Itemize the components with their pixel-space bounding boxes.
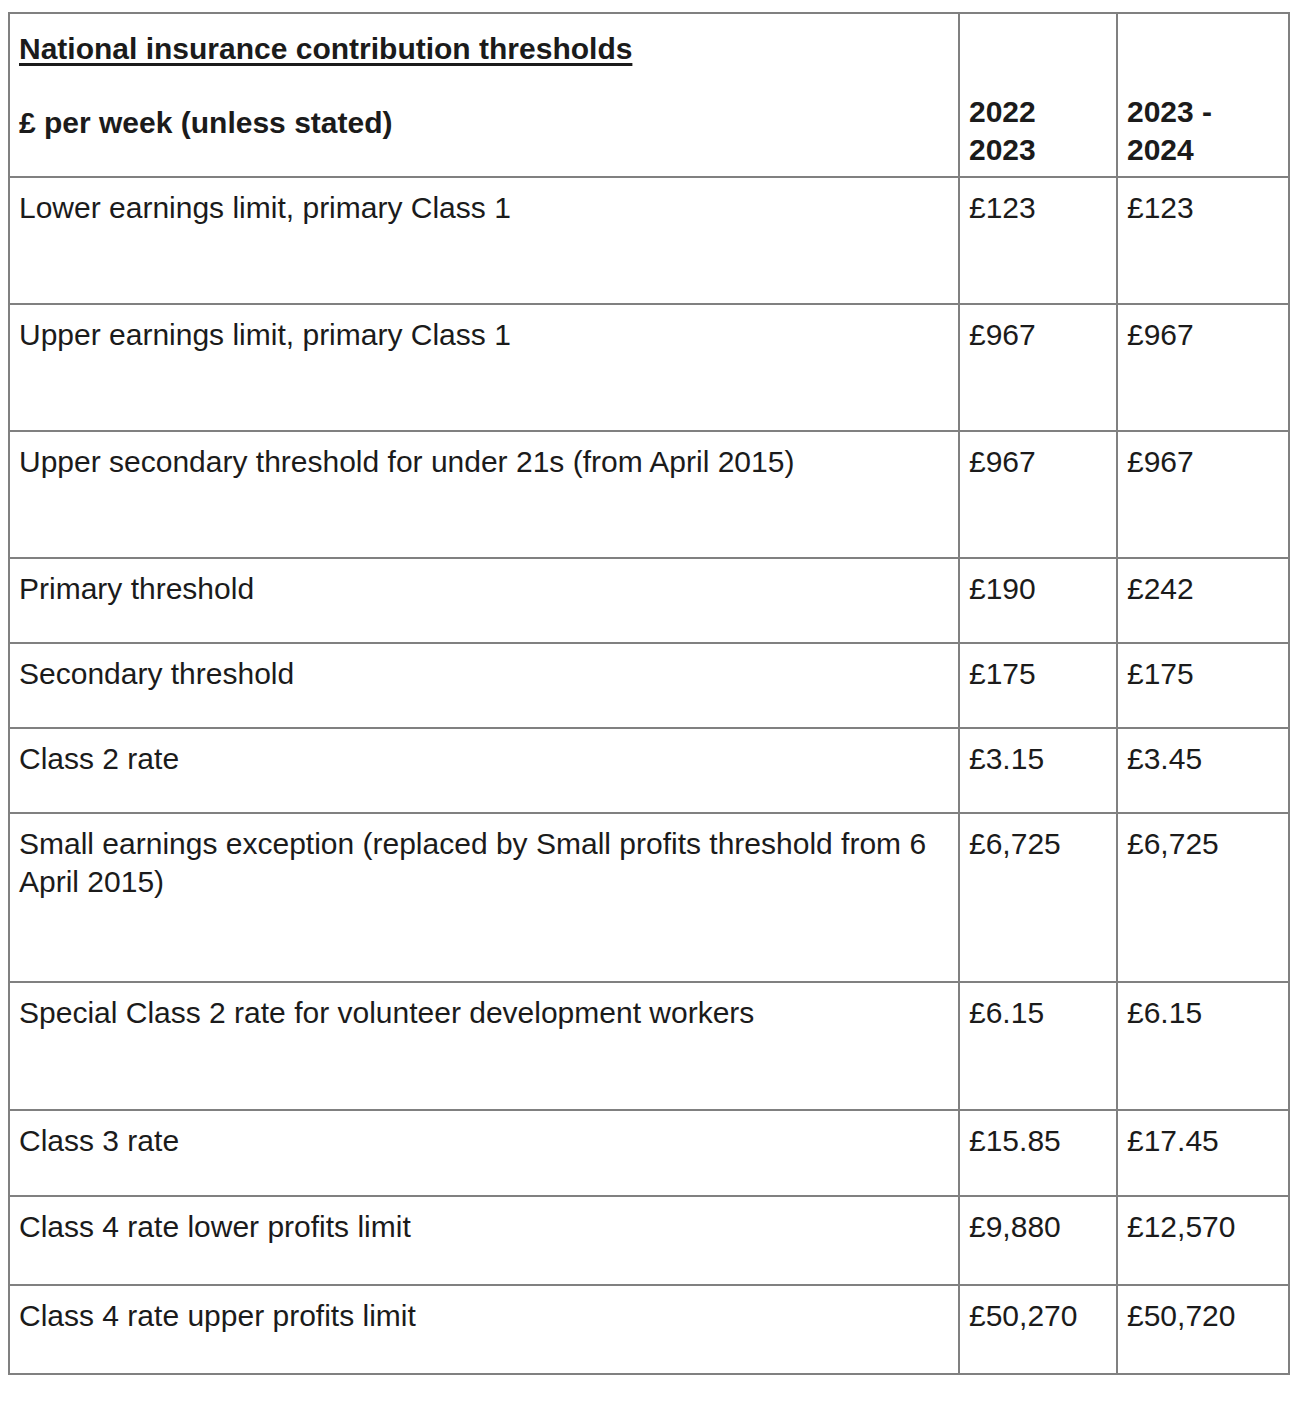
row-label: Small earnings exception (replaced by Sm… xyxy=(9,813,959,982)
row-label: Class 4 rate upper profits limit xyxy=(9,1285,959,1374)
value-2022-2023: £967 xyxy=(959,431,1117,558)
column-header-2023-2024: 2023 - 2024 xyxy=(1117,13,1289,177)
row-label: Lower earnings limit, primary Class 1 xyxy=(9,177,959,304)
value-2023-2024: £967 xyxy=(1117,304,1289,431)
table-row: Special Class 2 rate for volunteer devel… xyxy=(9,982,1289,1110)
table-title: National insurance contribution threshol… xyxy=(19,30,948,68)
row-label: Class 2 rate xyxy=(9,728,959,813)
value-2022-2023: £6.15 xyxy=(959,982,1117,1110)
row-label: Upper secondary threshold for under 21s … xyxy=(9,431,959,558)
row-label: Upper earnings limit, primary Class 1 xyxy=(9,304,959,431)
value-2022-2023: £967 xyxy=(959,304,1117,431)
value-2023-2024: £50,720 xyxy=(1117,1285,1289,1374)
row-label: Class 3 rate xyxy=(9,1110,959,1196)
value-2023-2024: £6.15 xyxy=(1117,982,1289,1110)
ni-thresholds-table: National insurance contribution threshol… xyxy=(8,12,1290,1375)
table-row: Class 2 rate £3.15 £3.45 xyxy=(9,728,1289,813)
row-label: Primary threshold xyxy=(9,558,959,643)
row-label: Class 4 rate lower profits limit xyxy=(9,1196,959,1285)
table-subtitle: £ per week (unless stated) xyxy=(19,104,948,142)
value-2023-2024: £6,725 xyxy=(1117,813,1289,982)
value-2023-2024: £3.45 xyxy=(1117,728,1289,813)
row-label: Secondary threshold xyxy=(9,643,959,728)
table-row: Primary threshold £190 £242 xyxy=(9,558,1289,643)
table-row: Upper earnings limit, primary Class 1 £9… xyxy=(9,304,1289,431)
column-header-2022-2023: 2022 2023 xyxy=(959,13,1117,177)
table-row: Upper secondary threshold for under 21s … xyxy=(9,431,1289,558)
value-2023-2024: £967 xyxy=(1117,431,1289,558)
table-row: Class 3 rate £15.85 £17.45 xyxy=(9,1110,1289,1196)
table-header-main-cell: National insurance contribution threshol… xyxy=(9,13,959,177)
table-row: Class 4 rate upper profits limit £50,270… xyxy=(9,1285,1289,1374)
table-row: Small earnings exception (replaced by Sm… xyxy=(9,813,1289,982)
value-2022-2023: £3.15 xyxy=(959,728,1117,813)
value-2023-2024: £123 xyxy=(1117,177,1289,304)
table-row: Lower earnings limit, primary Class 1 £1… xyxy=(9,177,1289,304)
value-2022-2023: £175 xyxy=(959,643,1117,728)
value-2022-2023: £50,270 xyxy=(959,1285,1117,1374)
row-label: Special Class 2 rate for volunteer devel… xyxy=(9,982,959,1110)
table-row: Class 4 rate lower profits limit £9,880 … xyxy=(9,1196,1289,1285)
value-2022-2023: £190 xyxy=(959,558,1117,643)
value-2023-2024: £12,570 xyxy=(1117,1196,1289,1285)
value-2023-2024: £242 xyxy=(1117,558,1289,643)
value-2022-2023: £9,880 xyxy=(959,1196,1117,1285)
table-row: Secondary threshold £175 £175 xyxy=(9,643,1289,728)
value-2023-2024: £17.45 xyxy=(1117,1110,1289,1196)
table-header-row: National insurance contribution threshol… xyxy=(9,13,1289,177)
value-2022-2023: £123 xyxy=(959,177,1117,304)
value-2023-2024: £175 xyxy=(1117,643,1289,728)
value-2022-2023: £15.85 xyxy=(959,1110,1117,1196)
value-2022-2023: £6,725 xyxy=(959,813,1117,982)
